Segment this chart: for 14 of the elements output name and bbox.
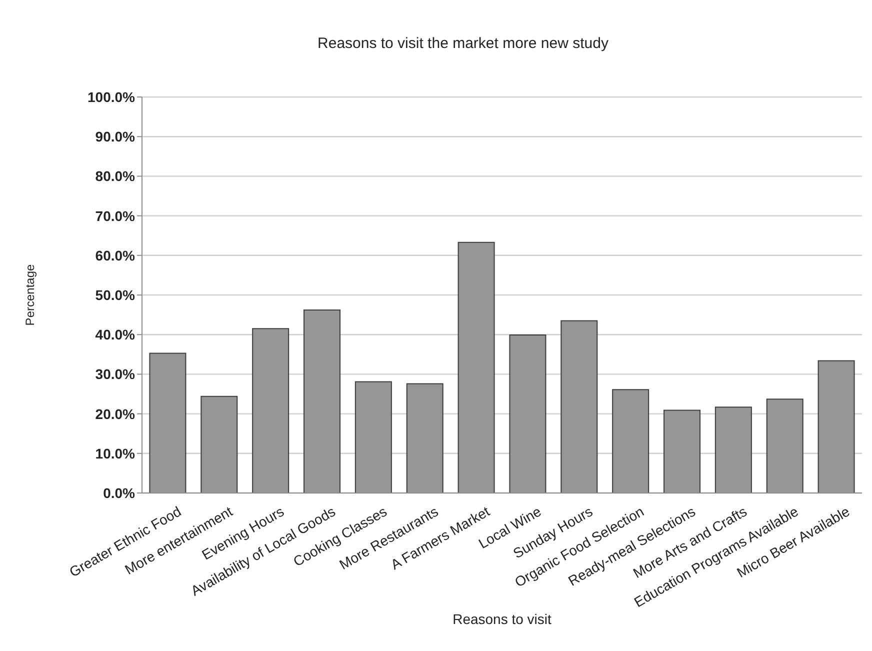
y-tick-label: 30.0% xyxy=(95,366,136,382)
y-tick-label: 80.0% xyxy=(95,168,136,184)
y-tick-label: 90.0% xyxy=(95,128,136,145)
y-tick-label: 40.0% xyxy=(95,326,136,343)
y-axis-title: Percentage xyxy=(23,264,37,326)
x-axis-title: Reasons to visit xyxy=(452,611,552,627)
y-tick-label: 0.0% xyxy=(103,484,136,501)
y-tick-label: 20.0% xyxy=(95,406,136,422)
y-tick-label: 60.0% xyxy=(95,247,136,264)
chart-title: Reasons to visit the market more new study xyxy=(316,35,610,52)
y-tick-label: 10.0% xyxy=(95,445,136,462)
y-tick-label: 70.0% xyxy=(95,208,136,224)
y-tick-label: 100.0% xyxy=(88,88,136,105)
y-tick-label: 50.0% xyxy=(95,286,136,303)
